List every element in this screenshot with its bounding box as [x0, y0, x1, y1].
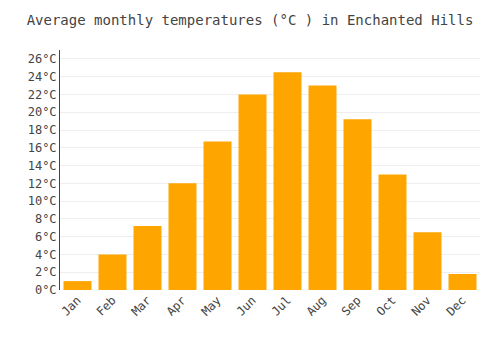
- svg-text:Aug: Aug: [304, 293, 329, 318]
- svg-text:10°C: 10°C: [28, 194, 57, 208]
- svg-text:24°C: 24°C: [28, 70, 57, 84]
- svg-text:Mar: Mar: [129, 293, 154, 318]
- svg-text:14°C: 14°C: [28, 159, 57, 173]
- svg-text:26°C: 26°C: [28, 52, 57, 66]
- svg-text:6°C: 6°C: [35, 230, 57, 244]
- svg-text:Jul: Jul: [269, 293, 294, 318]
- svg-text:May: May: [199, 293, 224, 318]
- svg-text:Average monthly temperatures (: Average monthly temperatures (°C ) in En…: [27, 12, 474, 28]
- svg-text:Apr: Apr: [164, 293, 189, 318]
- svg-text:20°C: 20°C: [28, 105, 57, 119]
- svg-text:16°C: 16°C: [28, 141, 57, 155]
- svg-text:12°C: 12°C: [28, 177, 57, 191]
- svg-text:22°C: 22°C: [28, 88, 57, 102]
- svg-text:4°C: 4°C: [35, 248, 57, 262]
- svg-text:Nov: Nov: [409, 293, 434, 318]
- svg-text:Dec: Dec: [444, 293, 469, 318]
- svg-text:2°C: 2°C: [35, 265, 57, 279]
- svg-text:0°C: 0°C: [35, 283, 57, 297]
- svg-text:18°C: 18°C: [28, 123, 57, 137]
- svg-text:8°C: 8°C: [35, 212, 57, 226]
- svg-text:Jan: Jan: [59, 293, 84, 318]
- svg-text:Oct: Oct: [374, 293, 399, 318]
- svg-text:Feb: Feb: [94, 293, 119, 318]
- svg-text:Jun: Jun: [234, 293, 259, 318]
- svg-text:Sep: Sep: [339, 293, 364, 318]
